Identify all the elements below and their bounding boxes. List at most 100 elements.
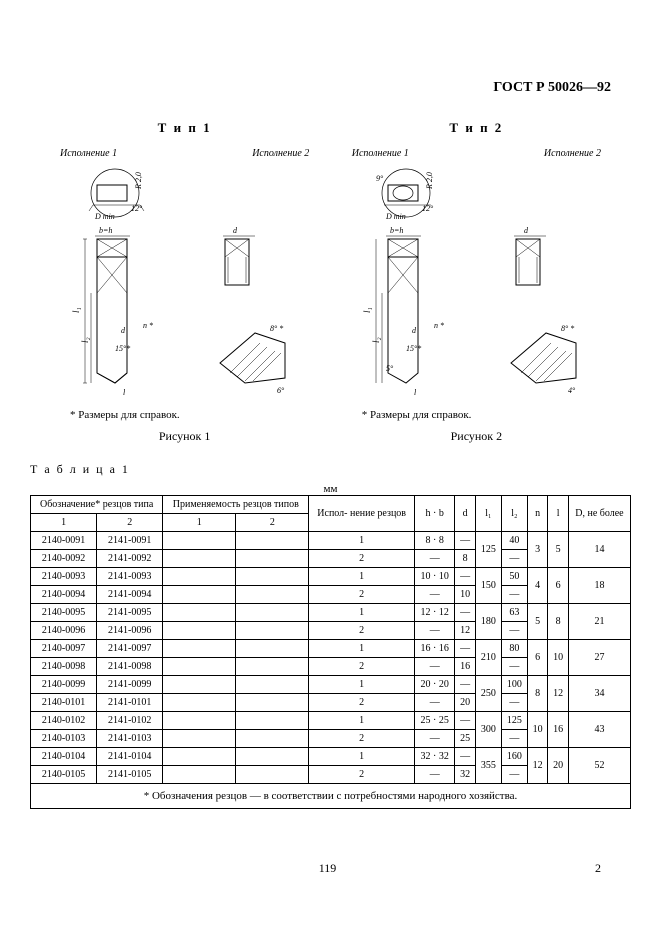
table-cell: 2 [309, 730, 415, 748]
table-cell: 210 [475, 640, 501, 676]
table-cell: — [501, 586, 527, 604]
table-cell: 2 [309, 694, 415, 712]
figures-row: Т и п 1 Исполнение 1 Исполнение 2 D min [30, 120, 631, 444]
type1-exec2: Исполнение 2 [252, 148, 309, 159]
table-cell: 20 · 20 [415, 676, 455, 694]
table-cell [163, 658, 236, 676]
table-cell: 12 [455, 622, 476, 640]
table-cell: — [415, 586, 455, 604]
table-cell: 8 [548, 604, 569, 640]
table-cell: 2140-0099 [31, 676, 97, 694]
table-cell: 2141-0101 [97, 694, 163, 712]
table-cell [163, 550, 236, 568]
label-15-2: 15°* [406, 344, 421, 353]
table-cell: — [455, 676, 476, 694]
table-cell: 1 [309, 640, 415, 658]
table-cell: 52 [568, 748, 630, 784]
figure1: D min 12° R 2,0 b=h [50, 163, 319, 403]
label-r20-2: R 2,0 [425, 172, 434, 190]
table-cell: 40 [501, 532, 527, 550]
table-cell: — [455, 532, 476, 550]
table-cell: 8 [455, 550, 476, 568]
type2-title: Т и п 2 [342, 120, 611, 136]
table-cell: 2141-0094 [97, 586, 163, 604]
table-cell: 100 [501, 676, 527, 694]
page-numbers: 119 2 [0, 861, 661, 876]
table-cell: — [501, 622, 527, 640]
table-cell: 8 [527, 676, 548, 712]
table-cell: 2140-0104 [31, 748, 97, 766]
table-row: 2140-00952141-0095112 · 12—180635821 [31, 604, 631, 622]
figure2-caption: Рисунок 2 [342, 429, 611, 444]
table-cell: 16 · 16 [415, 640, 455, 658]
figure1-body-exec1: b=h l₁ l₂ [71, 226, 153, 397]
table-cell: 6 [548, 568, 569, 604]
table-cell: — [455, 604, 476, 622]
label-dmin-2: D min [385, 212, 406, 221]
table-cell [236, 550, 309, 568]
table-cell: 1 [309, 604, 415, 622]
table-cell [236, 568, 309, 586]
table-cell: 2141-0093 [97, 568, 163, 586]
table-row: 2140-00932141-0093110 · 10—150504618 [31, 568, 631, 586]
page-number-right: 2 [595, 861, 601, 876]
table-cell [236, 748, 309, 766]
table-cell: 300 [475, 712, 501, 748]
th-D: D, не более [568, 496, 630, 532]
table-cell [236, 694, 309, 712]
table-cell: 2 [309, 550, 415, 568]
table-cell: 10 [527, 712, 548, 748]
label-d-2b: d [524, 226, 529, 235]
table-cell: 12 · 12 [415, 604, 455, 622]
table-cell: 20 [548, 748, 569, 784]
label-12-1: 12° [131, 204, 143, 213]
label-d-body-1: d [121, 326, 126, 335]
label-n-1: n * [143, 321, 153, 330]
table-cell: — [415, 550, 455, 568]
table-cell: 21 [568, 604, 630, 640]
label-4-2: 4° [568, 386, 576, 395]
table-row: 2140-01042141-0104132 · 32—355160122052 [31, 748, 631, 766]
table-cell: 2 [309, 658, 415, 676]
table-cell [163, 676, 236, 694]
table-cell: 20 [455, 694, 476, 712]
th-designation: Обозначение* резцов типа [31, 496, 163, 514]
table-cell: 250 [475, 676, 501, 712]
table-cell: — [415, 730, 455, 748]
label-d-2: d [233, 226, 238, 235]
table-cell: 2140-0095 [31, 604, 97, 622]
table-cell: 180 [475, 604, 501, 640]
table-cell: 16 [455, 658, 476, 676]
table-footnote: * Обозначения резцов — в соответствии с … [30, 784, 631, 809]
table-cell: 14 [568, 532, 630, 568]
table-cell: 2141-0105 [97, 766, 163, 784]
table-row: 2140-00972141-0097116 · 16—2108061027 [31, 640, 631, 658]
table-cell: 2 [309, 586, 415, 604]
table-cell: 1 [309, 568, 415, 586]
label-l2-2: l₂ [371, 337, 381, 343]
table-cell [163, 712, 236, 730]
table-cell [163, 748, 236, 766]
label-l1-2: l₁ [362, 307, 372, 313]
label-5-2: 5° [386, 364, 394, 373]
table-row: 2140-00992141-0099120 · 20—25010081234 [31, 676, 631, 694]
table-cell: 2141-0092 [97, 550, 163, 568]
label-bh-2: b=h [390, 226, 403, 235]
label-l1-1: l₁ [71, 307, 81, 313]
th-l: l [548, 496, 569, 532]
table-cell: 355 [475, 748, 501, 784]
table-cell: — [455, 568, 476, 586]
table-cell [236, 676, 309, 694]
table-cell: 2141-0104 [97, 748, 163, 766]
figure2: D min 12° 9° R 2,0 b=h [342, 163, 611, 403]
table-cell: 27 [568, 640, 630, 676]
table-cell: 25 · 25 [415, 712, 455, 730]
label-15-1: 15°* [115, 344, 130, 353]
th-sub2a: 2 [97, 514, 163, 532]
table-cell [163, 622, 236, 640]
figure1-caption: Рисунок 1 [50, 429, 319, 444]
table-cell: 2 [309, 622, 415, 640]
th-l1: l₁ [475, 496, 501, 532]
table-cell: 1 [309, 712, 415, 730]
table-cell: 10 [548, 640, 569, 676]
